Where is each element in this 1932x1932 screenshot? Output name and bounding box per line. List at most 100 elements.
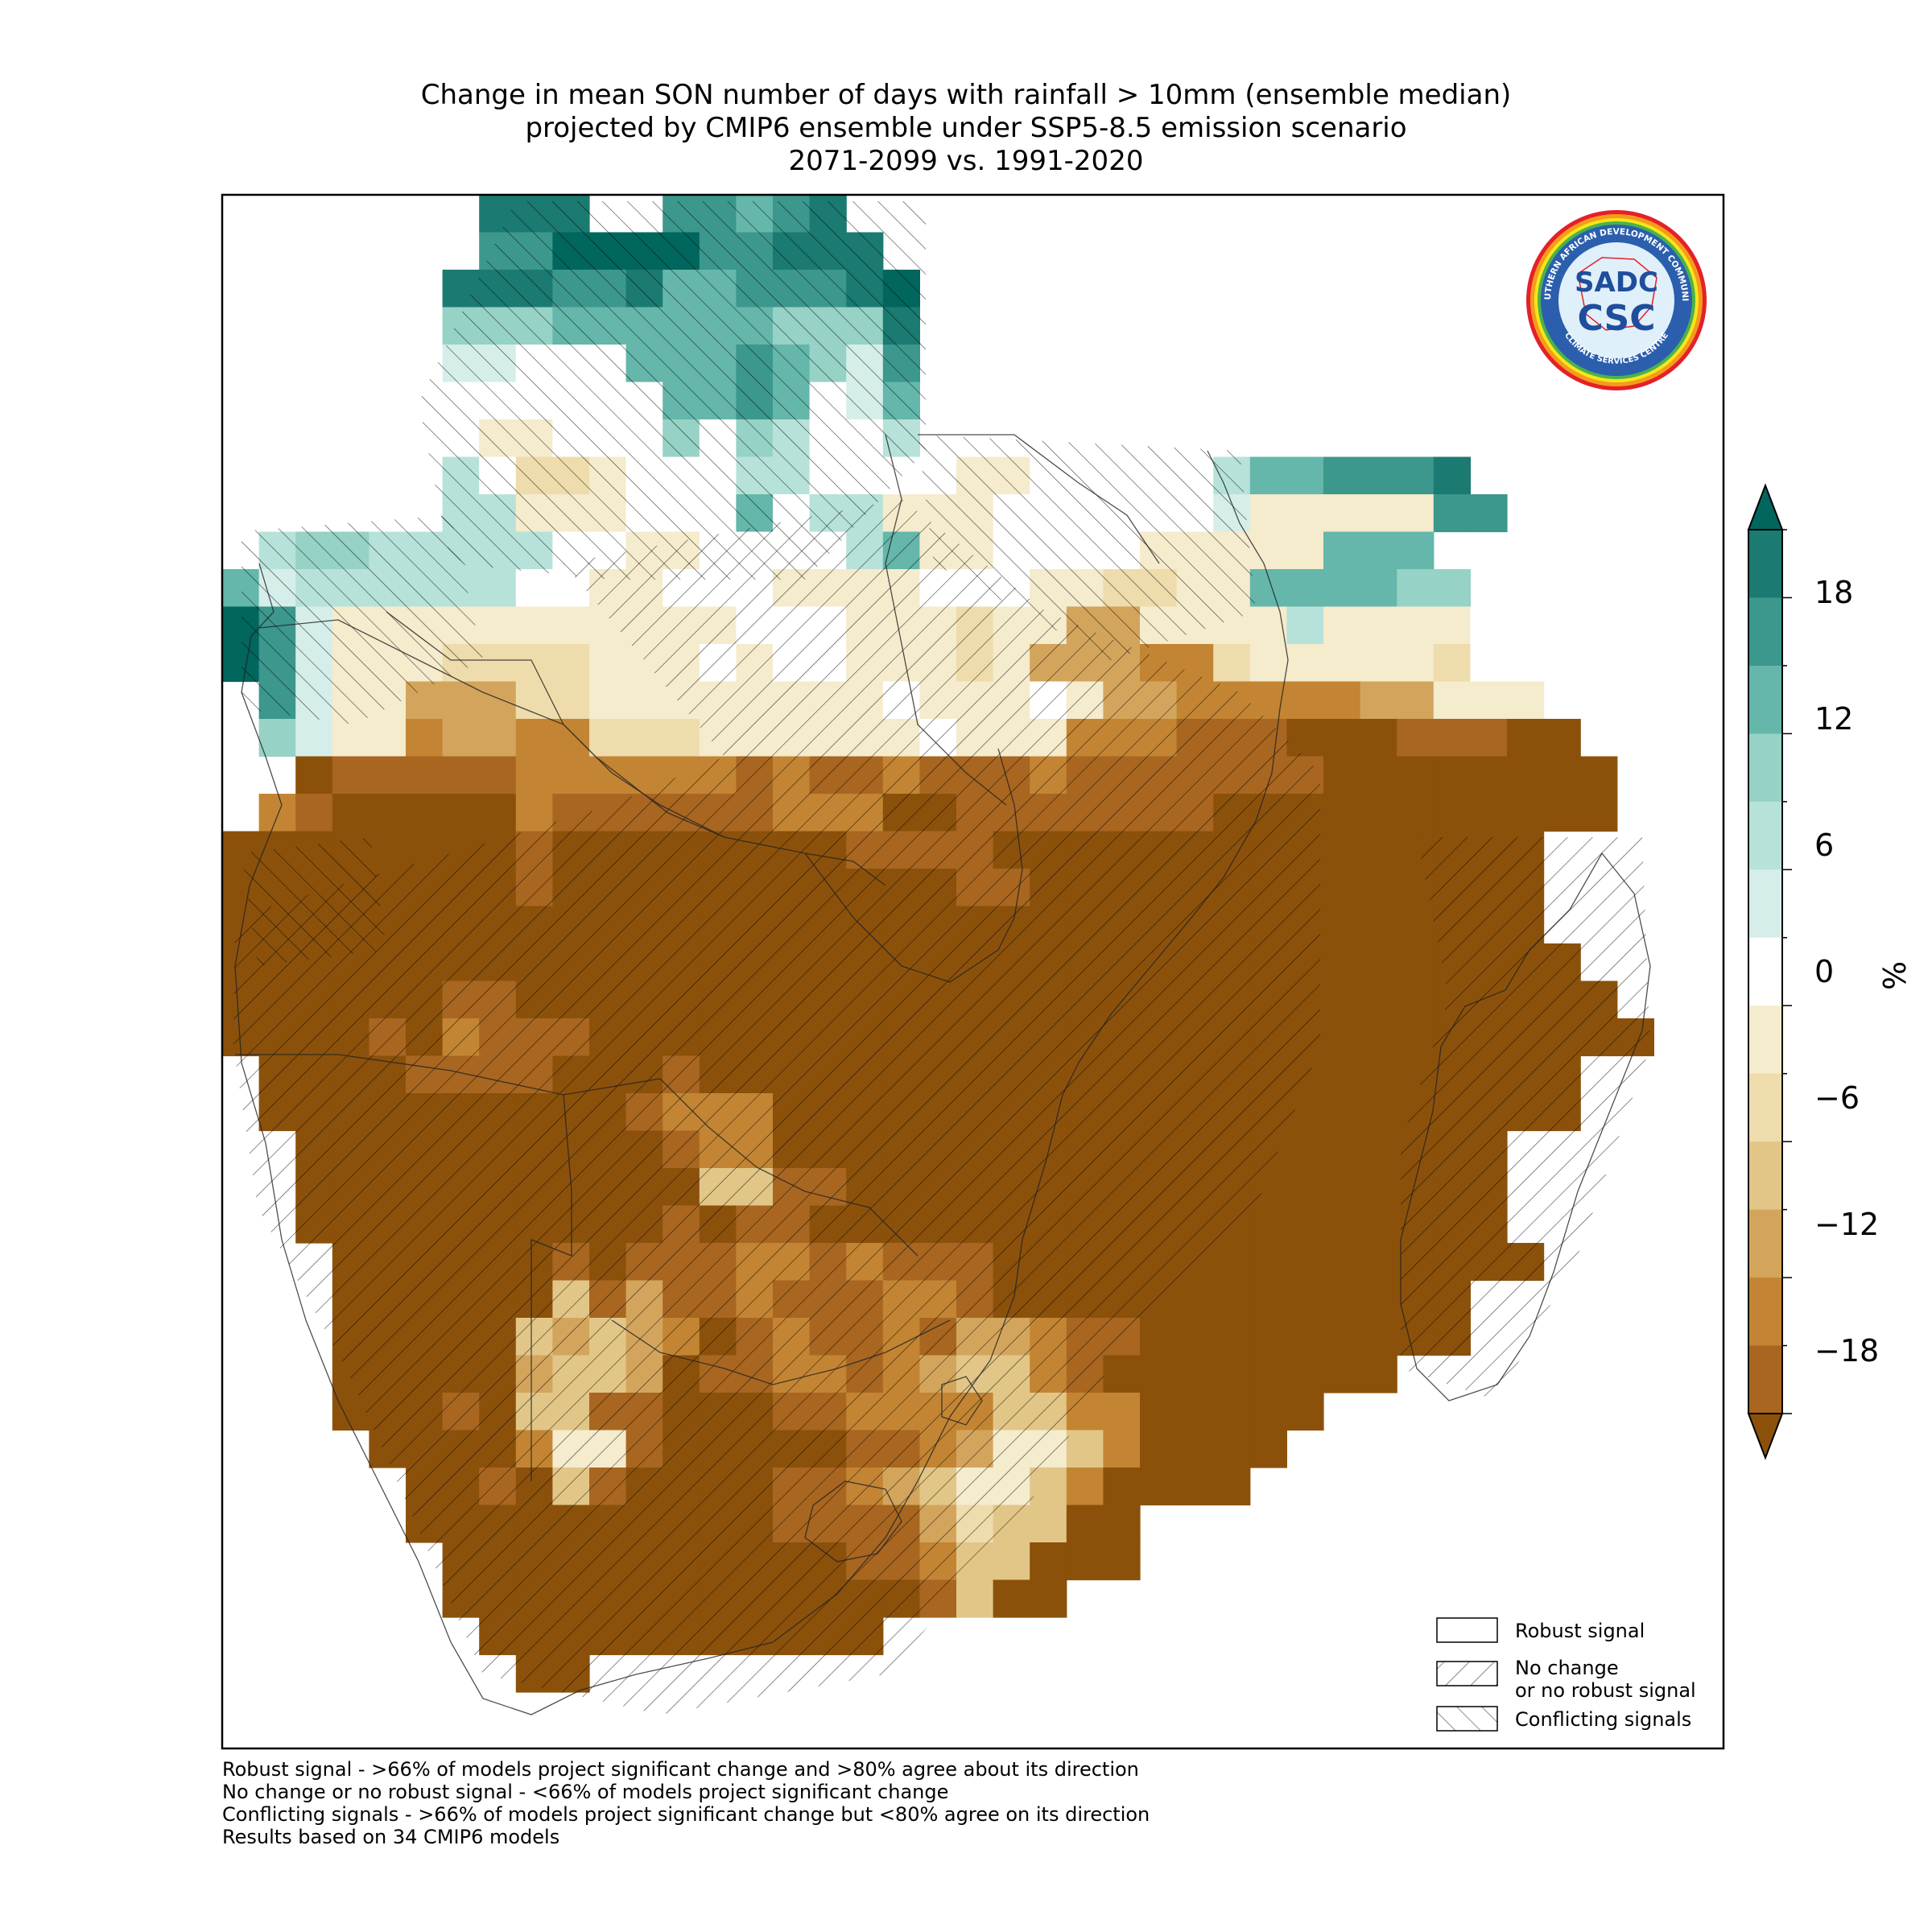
grid-cell [1323,1130,1361,1169]
grid-cell [1433,494,1471,533]
grid-cell [1213,1243,1251,1282]
grid-cell [1249,456,1287,495]
colorbar-bin [1748,1278,1782,1347]
country-borders [234,434,1651,1715]
grid-cell [589,719,627,758]
grid-cell [442,681,480,720]
grid-cell [1249,1430,1287,1468]
grid-cell [589,644,627,683]
grid-cell [1837,419,1874,457]
grid-cell [1360,1280,1397,1319]
grid-cell [1543,719,1581,758]
grid-cell [1323,531,1361,570]
grid-cell [1213,1468,1251,1506]
grid-cell [1140,1355,1178,1393]
grid-cell [1286,1318,1324,1356]
grid-cell [1323,943,1361,982]
grid-cell [1286,531,1324,570]
grid-cell [1397,980,1435,1019]
grid-cell [479,644,517,683]
grid-cell [1176,1318,1214,1356]
grid-cell [1360,681,1397,720]
colorbar-tick-label: 18 [1814,575,1854,610]
grid-cell [1176,1468,1214,1506]
grid-cell [1323,831,1361,869]
grid-cell [1360,906,1397,944]
grid-cell [1030,1505,1067,1543]
grid-cell [1360,869,1397,907]
footnote-model-count: Results based on 34 CMIP6 models [222,1826,560,1848]
hatching-layer [233,201,1650,1715]
grid-cell [479,719,517,758]
grid-cell [1360,1355,1397,1393]
hatch-conflicting-signals [918,435,1256,660]
grid-cell [1323,1018,1361,1057]
hatch-conflicting-signals [242,837,386,966]
coastline-west [234,563,1080,1715]
grid-cell [1286,1355,1324,1393]
grid-cell [663,719,700,758]
grid-cell [1874,419,1911,457]
grid-cell [1323,456,1361,495]
grid-cell [1433,644,1471,683]
eswatini-outline [941,1376,983,1426]
grid-cell [369,719,407,758]
grid-cell [1323,1055,1361,1094]
grid-cell [1360,1205,1397,1244]
border-drc-south [386,611,725,838]
grid-cell [332,719,369,758]
grid-cell [1323,681,1361,720]
colorbar-bin [1748,665,1782,734]
map-title-line-1: Change in mean SON number of days with r… [420,79,1512,111]
grid-cell [1470,719,1508,758]
grid-cell [1580,794,1618,832]
grid-cell [1360,1243,1397,1282]
hatch-conflicting-signals [242,515,483,724]
legend-label-no-change-line-1: No change [1515,1657,1619,1679]
grid-cell [1360,494,1397,533]
grid-cell [406,794,444,832]
grid-cell [1323,1205,1361,1244]
border-malawi [997,748,1023,951]
grid-cell [515,719,553,758]
grid-cell [1213,1280,1251,1319]
footnote-no-change: No change or no robust signal - <66% of … [222,1781,949,1803]
grid-cell [1176,1280,1214,1319]
grid-cell [1323,1318,1361,1356]
grid-cell [1360,831,1397,869]
grid-cell [1103,1468,1141,1506]
grid-cell [552,719,590,758]
grid-cell [1323,1280,1361,1319]
grid-cell [1360,606,1397,645]
colorbar-extension-min [1747,1413,1784,1460]
grid-cell [1176,1393,1214,1431]
grid-cell [1213,1430,1251,1468]
colorbar-tick-label: 6 [1814,828,1835,863]
grid-cell [1470,681,1508,720]
grid-cell [369,794,407,832]
grid-cell [1249,1355,1287,1393]
grid-cell [1249,569,1287,608]
grid-cell [1397,794,1435,832]
grid-cell [1066,1505,1104,1543]
grid-cell [1360,719,1397,758]
grid-cell [1140,1468,1178,1506]
grid-cell [295,719,333,758]
map-frame [221,193,1725,1750]
grid-cell [1323,1243,1361,1282]
colorbar-bin [1748,1005,1782,1075]
grid-cell [1397,606,1435,645]
grid-cell [1360,644,1397,683]
grid-cell [1470,794,1508,832]
border-botswana-zimbabwe [659,1078,919,1257]
grid-cell [1249,1205,1287,1244]
grid-cell [625,681,663,720]
grid-cell [993,1579,1030,1618]
border-zambia-mozambique [804,852,999,983]
grid-cell [1286,1168,1324,1207]
grid-cell [406,756,444,795]
grid-cell [515,569,553,608]
grid-cell [1360,756,1397,795]
grid-cell [1249,1280,1287,1319]
colorbar-tick-label: −18 [1814,1333,1880,1368]
